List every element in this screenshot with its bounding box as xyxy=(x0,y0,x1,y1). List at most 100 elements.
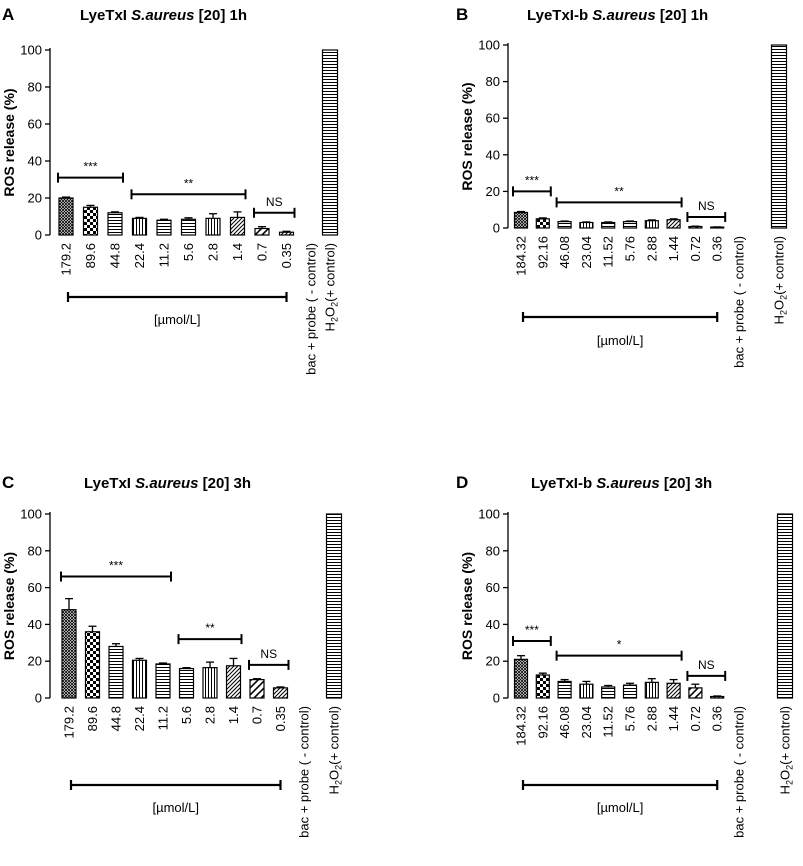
label-sub: 2 xyxy=(785,780,795,785)
label-part: H xyxy=(323,322,338,331)
x-tick-label: bac + probe ( - control) xyxy=(732,236,747,368)
x-tick-label: H2O2(+ control) xyxy=(327,706,344,794)
bar xyxy=(249,678,265,699)
panel-letter: C xyxy=(2,473,14,492)
y-tick-label: 40 xyxy=(486,147,500,162)
bar xyxy=(622,684,638,699)
bar xyxy=(601,221,616,229)
y-tick-label: 40 xyxy=(486,617,500,632)
label-sub: 2 xyxy=(785,765,795,770)
significance-label: *** xyxy=(525,173,539,187)
x-tick-label: 0.36 xyxy=(710,706,725,731)
label-sub: 2 xyxy=(779,310,789,315)
chart-title: LyeTxI-b S.aureus [20] 3h xyxy=(531,475,712,492)
bar xyxy=(321,49,339,236)
y-tick-label: 80 xyxy=(28,80,42,95)
y-tick-label: 20 xyxy=(486,184,500,199)
bar xyxy=(644,681,659,699)
bar xyxy=(61,609,77,699)
x-tick-label: 5.6 xyxy=(181,243,196,261)
bar xyxy=(84,631,101,699)
y-tick-label: 80 xyxy=(486,74,500,89)
bar xyxy=(688,687,703,699)
bar xyxy=(666,219,681,229)
bar xyxy=(666,682,681,699)
x-tick-label: 1.44 xyxy=(666,236,681,261)
bar xyxy=(579,221,594,229)
y-tick-label: 100 xyxy=(20,43,42,58)
x-tick-label: 0.7 xyxy=(250,706,265,724)
bar xyxy=(108,645,124,699)
x-tick-label: bac + probe ( - control) xyxy=(732,706,747,838)
bar xyxy=(579,683,594,699)
bar xyxy=(225,665,242,699)
bar xyxy=(272,687,289,699)
bar xyxy=(58,197,74,236)
x-tick-label: 44.8 xyxy=(108,243,123,268)
x-tick-label: 92.16 xyxy=(535,706,550,739)
label-part: O xyxy=(323,307,338,317)
unit-label: [µmol/L] xyxy=(154,312,201,327)
y-tick-label: 100 xyxy=(478,38,500,53)
label-sub: 2 xyxy=(330,302,340,307)
x-tick-label: 46.08 xyxy=(557,706,572,739)
label-part: O xyxy=(327,770,342,780)
panel-c-chart: C LyeTxI S.aureus [20] 3h 0 20 40 60 80 100 ROS … xyxy=(1,473,344,838)
label-sub: 2 xyxy=(330,317,340,322)
label-part: O xyxy=(772,300,787,310)
bar xyxy=(254,227,270,236)
significance-label: NS xyxy=(698,199,715,213)
x-tick-label: 2.8 xyxy=(203,706,218,724)
bar xyxy=(107,212,123,236)
x-tick-label: 0.35 xyxy=(273,706,288,731)
title-part: LyeTxI xyxy=(80,7,131,24)
title-organism: S.aureus xyxy=(131,7,194,24)
x-tick-label: H2O2(+ control) xyxy=(772,236,789,324)
significance-label: ** xyxy=(205,621,215,635)
bar xyxy=(131,217,148,236)
chart-title: LyeTxI S.aureus [20] 1h xyxy=(80,7,247,24)
panel-letter: D xyxy=(456,473,468,492)
x-tick-label: 46.08 xyxy=(557,236,572,269)
y-tick-label: 0 xyxy=(35,691,42,706)
title-part: [20] 3h xyxy=(199,475,252,492)
y-tick-label: 100 xyxy=(20,507,42,522)
x-tick-label: H2O2(+ control) xyxy=(778,706,795,794)
panel-letter: A xyxy=(2,5,14,24)
bar xyxy=(601,686,616,699)
bar xyxy=(535,674,550,699)
x-tick-label: 0.36 xyxy=(710,236,725,261)
label-part: H xyxy=(327,785,342,794)
bar xyxy=(156,219,172,236)
x-tick-label: 184.32 xyxy=(514,706,529,746)
chart-title: LyeTxI S.aureus [20] 3h xyxy=(84,475,251,492)
title-organism: S.aureus xyxy=(596,475,659,492)
bar xyxy=(205,217,221,236)
significance-label: NS xyxy=(266,195,283,209)
x-tick-label: 5.6 xyxy=(179,706,194,724)
unit-label: [µmol/L] xyxy=(597,800,644,815)
bar xyxy=(710,695,725,699)
y-tick-label: 20 xyxy=(28,191,42,206)
x-tick-label: 179.2 xyxy=(62,706,77,739)
title-part: LyeTxI xyxy=(84,475,135,492)
y-tick-label: 80 xyxy=(28,543,42,558)
x-tick-label: 23.04 xyxy=(579,706,594,739)
title-organism: S.aureus xyxy=(592,7,655,24)
panel-b-chart: B LyeTxI-b S.aureus [20] 1h 0 20 40 60 80 100 RO… xyxy=(456,5,789,368)
bar xyxy=(155,663,171,699)
y-tick-label: 60 xyxy=(28,580,42,595)
bar xyxy=(180,218,197,236)
label-sub: 2 xyxy=(779,295,789,300)
y-tick-label: 100 xyxy=(478,507,500,522)
x-tick-label: 0.7 xyxy=(255,243,270,261)
significance-label: *** xyxy=(525,623,539,637)
label-part: (+ control) xyxy=(327,706,342,765)
x-tick-label: 184.32 xyxy=(514,236,529,276)
significance-label: ** xyxy=(614,184,624,198)
significance-label: *** xyxy=(109,559,123,573)
y-axis-label: ROS release (%) xyxy=(459,82,475,190)
panel-d-chart: D LyeTxI-b S.aureus [20] 3h 0 20 40 60 80 100 RO… xyxy=(456,473,795,838)
label-part: (+ control) xyxy=(323,243,338,302)
